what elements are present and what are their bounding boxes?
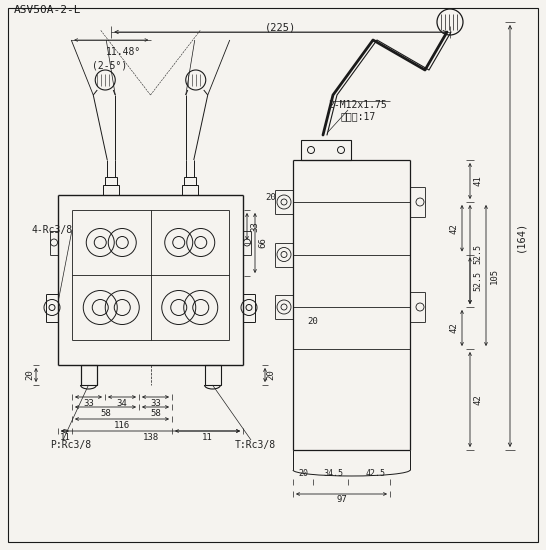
Bar [184,177,196,185]
Text: 20: 20 [26,370,34,381]
Text: ASV50A-2-L: ASV50A-2-L [14,5,81,15]
Text: 52.5: 52.5 [473,245,483,265]
Text: 11: 11 [202,432,213,442]
Text: 20: 20 [298,470,308,478]
Text: 42: 42 [449,323,459,333]
Text: 33: 33 [83,399,94,408]
Text: P:Rc3/8: P:Rc3/8 [50,440,91,450]
Text: 66: 66 [258,238,268,249]
Text: 34: 34 [117,399,127,408]
Text: 33: 33 [251,221,259,232]
Text: (225): (225) [265,22,296,32]
Text: 42.5: 42.5 [366,470,386,478]
Text: 58: 58 [100,409,111,417]
Text: 41: 41 [473,175,483,186]
Text: 97: 97 [336,496,347,504]
Bar [103,185,119,195]
Text: 52.5: 52.5 [473,271,483,291]
Bar [80,365,97,385]
Text: 34.5: 34.5 [323,470,343,478]
Bar [205,365,221,385]
Text: 20: 20 [265,192,276,201]
Text: 11: 11 [60,432,70,442]
Text: 11.48°: 11.48° [106,47,141,57]
Text: 138: 138 [143,432,158,442]
Text: 2-M12x1.75: 2-M12x1.75 [329,100,387,110]
Text: T:Rc3/8: T:Rc3/8 [235,440,276,450]
Bar [301,140,351,160]
Text: 20: 20 [307,317,318,327]
Text: 58: 58 [150,409,161,417]
Text: (164): (164) [515,221,525,252]
Text: (2-5°): (2-5°) [92,60,127,70]
Bar [182,185,198,195]
Bar [105,177,117,185]
Text: 20: 20 [266,370,276,381]
Text: 42: 42 [449,223,459,234]
Text: 33: 33 [150,399,161,408]
Text: ネジ深:17: ネジ深:17 [340,111,376,121]
Text: 116: 116 [114,421,130,430]
Text: 105: 105 [490,267,498,284]
Text: 4-Rc3/8: 4-Rc3/8 [32,225,73,235]
Text: 42: 42 [473,394,483,405]
